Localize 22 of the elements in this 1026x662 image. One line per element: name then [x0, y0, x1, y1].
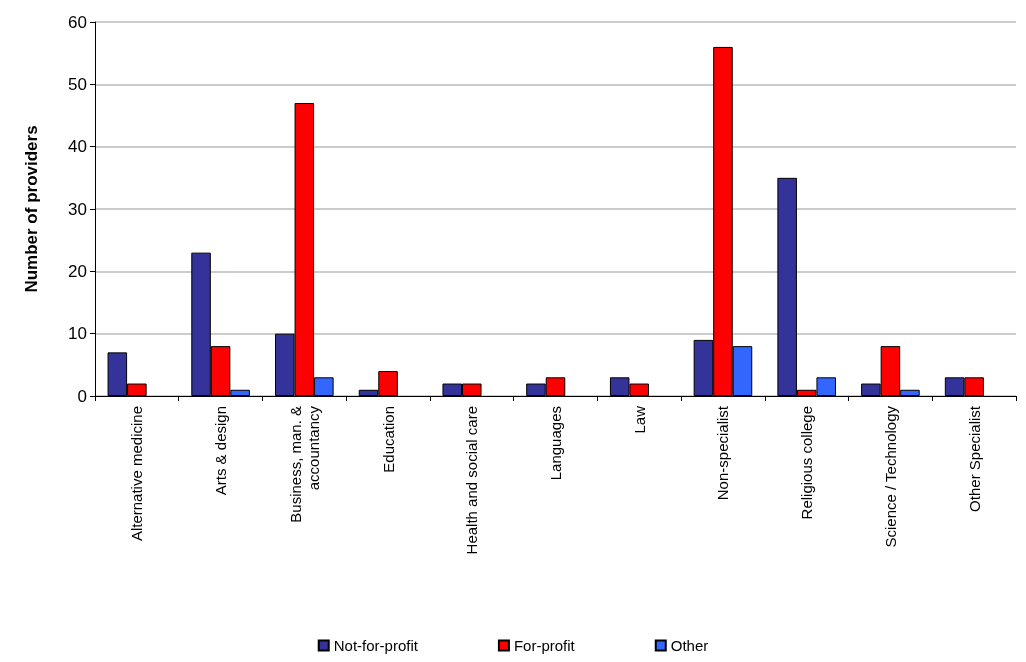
- x-tick-label: Non-specialist: [714, 405, 732, 501]
- x-tick-label: Languages: [547, 406, 564, 481]
- y-axis-title: Number of providers: [22, 125, 41, 293]
- y-tick-label: 0: [77, 386, 87, 406]
- y-tick-label: 30: [68, 199, 87, 219]
- x-tick-label: Alternative medicine: [128, 406, 146, 542]
- legend-label: For-profit: [513, 637, 576, 654]
- x-tick-label: Arts & design: [212, 406, 230, 496]
- y-tick-label: 20: [68, 261, 87, 281]
- y-tick-label: 40: [68, 137, 87, 157]
- x-tick-label: Religious college: [798, 406, 816, 520]
- legend-label: Not-for-profit: [333, 637, 419, 654]
- x-tick-label: Business, man. & accountancy: [286, 405, 322, 523]
- x-tick-label: Science / Technology: [881, 405, 899, 548]
- y-tick-label: 60: [68, 12, 87, 32]
- x-tick-label: Other Specialist: [965, 405, 983, 512]
- y-tick-label: 50: [68, 74, 87, 94]
- x-tick-label: Law: [630, 405, 648, 434]
- x-tick-label: Education: [379, 406, 397, 473]
- y-tick-label: 10: [68, 324, 87, 344]
- legend-label: Other: [670, 637, 709, 654]
- x-tick-label: Health and social care: [463, 406, 481, 555]
